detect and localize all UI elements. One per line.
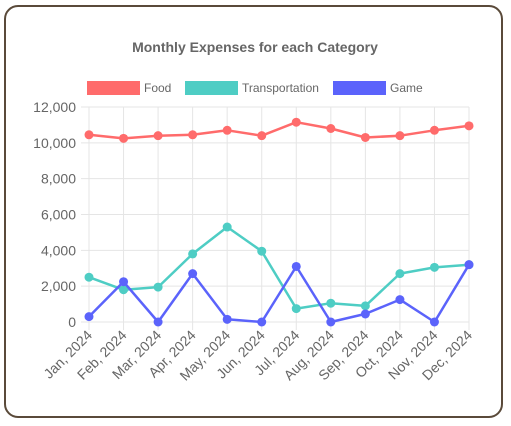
data-point[interactable] — [119, 277, 129, 287]
data-point[interactable] — [429, 317, 439, 327]
data-point[interactable] — [222, 314, 232, 324]
data-point[interactable] — [326, 124, 336, 133]
data-point[interactable] — [291, 304, 301, 314]
legend-label-0[interactable]: Food — [144, 81, 171, 95]
y-tick-label: 12,000 — [33, 99, 76, 115]
series-1 — [84, 222, 474, 314]
y-tick-label: 8,000 — [41, 171, 76, 187]
data-point[interactable] — [395, 269, 405, 279]
data-point[interactable] — [222, 125, 232, 135]
data-point[interactable] — [222, 222, 232, 232]
chart-title: Monthly Expenses for each Category — [132, 39, 378, 55]
data-point[interactable] — [188, 269, 198, 279]
data-point[interactable] — [291, 261, 301, 271]
y-tick-label: 0 — [68, 314, 76, 330]
series-0 — [84, 117, 474, 143]
data-point[interactable] — [84, 272, 94, 282]
y-tick-label: 2,000 — [41, 278, 76, 294]
series-layer — [84, 117, 474, 327]
data-point[interactable] — [291, 117, 301, 127]
chart-card — [4, 5, 503, 418]
data-point[interactable] — [326, 298, 336, 308]
data-point[interactable] — [326, 317, 336, 327]
data-point[interactable] — [464, 121, 474, 131]
data-point[interactable] — [188, 249, 198, 259]
series-line — [88, 225, 470, 310]
data-point[interactable] — [257, 246, 267, 256]
data-point[interactable] — [257, 131, 267, 141]
data-point[interactable] — [153, 282, 163, 292]
data-point[interactable] — [84, 312, 94, 322]
legend-label-2[interactable]: Game — [390, 81, 423, 95]
legend-swatch-0[interactable] — [87, 81, 140, 95]
legend-swatch-2[interactable] — [333, 81, 386, 95]
data-point[interactable] — [257, 317, 267, 327]
data-point[interactable] — [360, 301, 370, 311]
y-tick-label: 6,000 — [41, 207, 76, 223]
y-tick-label: 4,000 — [41, 242, 76, 258]
data-point[interactable] — [188, 130, 198, 140]
series-2 — [84, 260, 474, 327]
data-point[interactable] — [429, 125, 439, 135]
y-axis: 0 2,000 4,000 6,000 8,000 10,000 12,000 — [33, 99, 76, 330]
data-point[interactable] — [360, 309, 370, 319]
data-point[interactable] — [464, 260, 474, 270]
data-point[interactable] — [119, 285, 129, 295]
data-point[interactable] — [119, 133, 129, 143]
data-point[interactable] — [429, 262, 439, 272]
legend-label-1[interactable]: Transportation — [242, 81, 319, 95]
data-point[interactable] — [84, 130, 94, 140]
legend: Food Transportation Game — [87, 81, 423, 95]
grid — [81, 106, 470, 330]
series-line — [88, 120, 470, 140]
data-point[interactable] — [395, 295, 405, 305]
legend-swatch-1[interactable] — [185, 81, 238, 95]
series-line — [88, 264, 471, 324]
data-point[interactable] — [360, 132, 370, 142]
y-tick-label: 10,000 — [33, 135, 76, 151]
data-point[interactable] — [395, 131, 405, 141]
data-point[interactable] — [153, 131, 163, 141]
data-point[interactable] — [153, 317, 163, 327]
